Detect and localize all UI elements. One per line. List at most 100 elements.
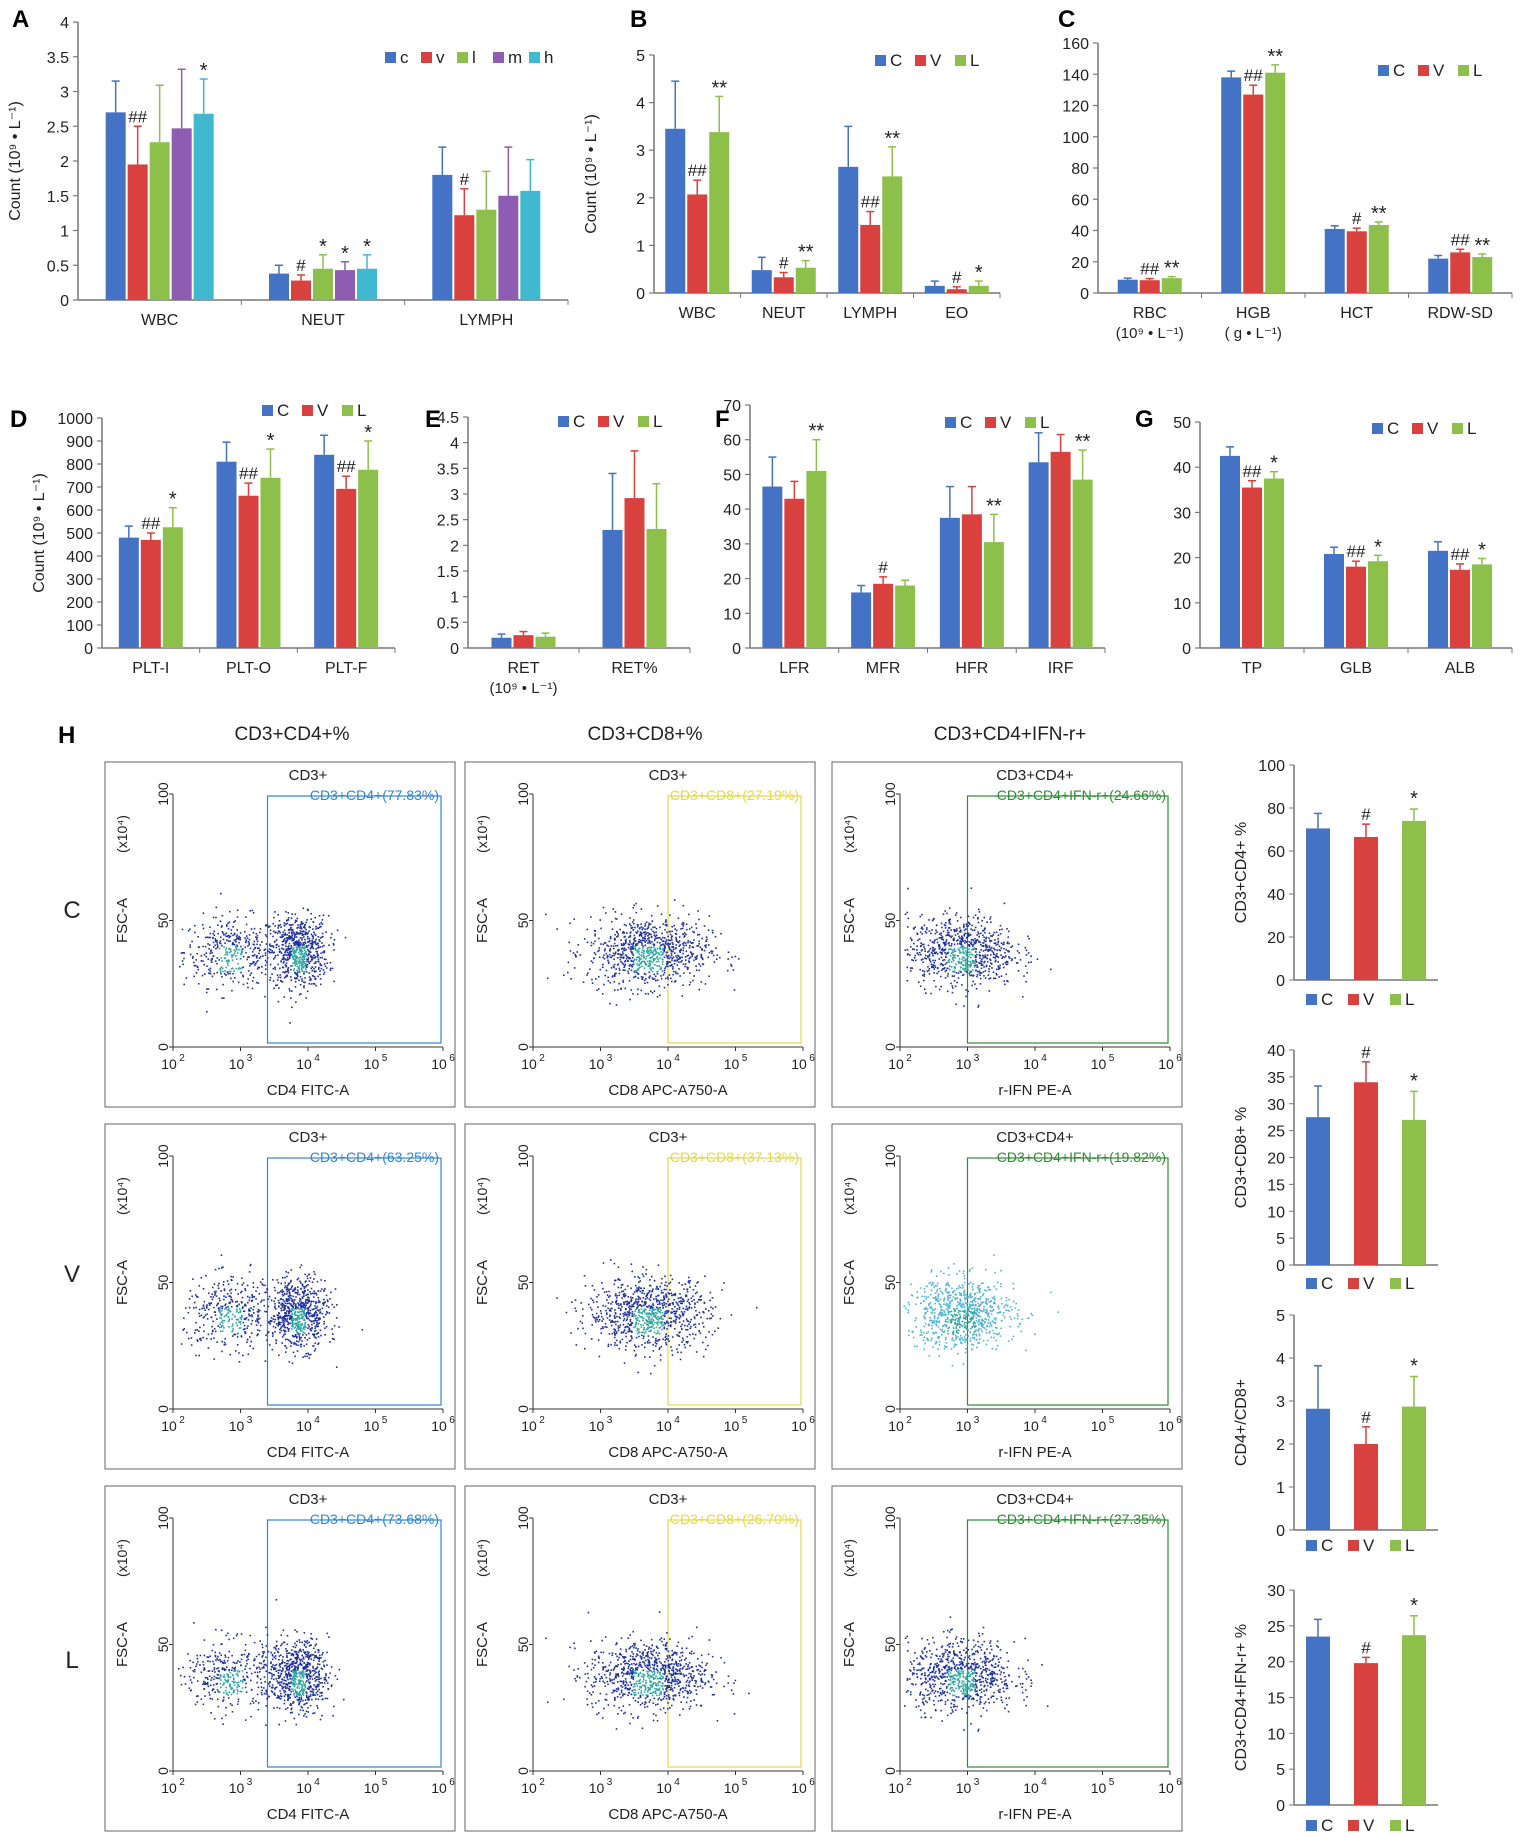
panel-label: E — [425, 406, 441, 433]
x-category-label: WBC — [679, 305, 716, 322]
flow-event-dot — [980, 964, 983, 967]
flow-event-dot — [295, 1323, 297, 1326]
flow-event-dot — [914, 954, 916, 957]
flow-event-dot — [618, 1294, 621, 1297]
flow-event-dot — [214, 1294, 216, 1296]
flow-event-dot — [699, 965, 702, 967]
flow-event-dot — [1015, 962, 1018, 964]
flow-event-dot — [627, 970, 629, 973]
flow-event-dot — [235, 947, 237, 949]
flow-x-tick-base: 10 — [888, 1056, 904, 1072]
legend-swatch-L — [1458, 65, 1469, 76]
flow-event-dot — [711, 1333, 714, 1336]
flow-event-dot — [316, 956, 319, 958]
flow-event-dot — [639, 1316, 642, 1318]
flow-event-dot — [651, 1321, 653, 1324]
flow-event-dot — [286, 922, 289, 925]
flow-event-dot — [299, 1266, 302, 1269]
flow-event-dot — [220, 1321, 223, 1324]
flow-event-dot — [980, 932, 982, 935]
flow-event-dot — [214, 1268, 217, 1271]
flow-event-dot — [257, 1311, 260, 1313]
flow-event-dot — [658, 947, 661, 950]
flow-event-dot — [300, 1305, 303, 1308]
flow-event-dot — [198, 1285, 201, 1287]
flow-event-dot — [574, 953, 576, 956]
flow-event-dot — [235, 955, 237, 957]
flow-event-dot — [293, 953, 296, 956]
flow-event-dot — [954, 934, 957, 936]
flow-event-dot — [705, 940, 707, 943]
flow-event-dot — [641, 965, 643, 968]
flow-event-dot — [299, 1325, 302, 1328]
flow-event-dot — [607, 962, 610, 964]
flow-event-dot — [326, 1312, 329, 1314]
flow-event-dot — [716, 954, 719, 956]
flow-event-dot — [242, 948, 244, 950]
flow-event-dot — [618, 982, 620, 985]
flow-event-dot — [583, 938, 586, 940]
flow-event-dot — [297, 1311, 300, 1314]
y-tick-label: 0 — [1276, 973, 1285, 990]
flow-event-dot — [637, 988, 639, 991]
flow-event-dot — [272, 1332, 274, 1335]
flow-event-dot — [996, 973, 998, 976]
flow-event-dot — [632, 948, 635, 950]
flow-event-dot — [244, 930, 246, 933]
legend-swatch-V — [598, 416, 609, 427]
flow-event-dot — [648, 922, 651, 925]
flow-event-dot — [682, 947, 685, 949]
flow-event-dot — [948, 948, 950, 951]
flow-event-dot — [601, 993, 604, 995]
flow-event-dot — [302, 1327, 305, 1329]
flow-event-dot — [633, 938, 635, 941]
flow-event-dot — [689, 1327, 692, 1330]
flow-event-dot — [285, 949, 287, 952]
flow-event-dot — [306, 933, 309, 935]
flow-event-dot — [228, 1318, 231, 1320]
flow-event-dot — [654, 958, 656, 960]
flow-event-dot — [257, 982, 260, 984]
flow-event-dot — [1028, 937, 1030, 940]
flow-event-dot — [256, 1333, 259, 1336]
flow-event-dot — [232, 1276, 234, 1278]
flow-event-dot — [255, 932, 258, 935]
flow-event-dot — [629, 998, 631, 1001]
flow-event-dot — [220, 926, 223, 928]
flow-event-dot — [307, 1293, 309, 1296]
flow-event-dot — [648, 953, 651, 956]
flow-event-dot — [623, 947, 626, 950]
flow-event-dot — [710, 950, 712, 952]
flow-event-dot — [249, 1264, 252, 1267]
flow-event-dot — [642, 927, 644, 929]
flow-y-tick-label: 0 — [882, 1043, 898, 1051]
flow-event-dot — [658, 936, 661, 939]
flow-event-dot — [220, 1313, 222, 1316]
flow-event-dot — [590, 960, 593, 962]
flow-event-dot — [201, 1307, 203, 1310]
flow-event-dot — [921, 948, 924, 951]
flow-event-dot — [281, 1293, 284, 1296]
flow-event-dot — [303, 1345, 305, 1347]
flow-event-dot — [623, 949, 625, 951]
flow-event-dot — [640, 923, 642, 925]
flow-event-dot — [208, 1292, 210, 1295]
flow-event-dot — [947, 967, 950, 970]
flow-event-dot — [952, 938, 955, 940]
flow-event-dot — [256, 1310, 259, 1313]
flow-event-dot — [296, 1306, 299, 1309]
flow-event-dot — [921, 969, 924, 972]
flow-event-dot — [303, 957, 306, 959]
flow-event-dot — [657, 960, 660, 963]
flow-event-dot — [248, 956, 250, 958]
flow-event-dot — [964, 950, 967, 952]
flow-event-dot — [304, 1337, 306, 1339]
flow-event-dot — [609, 1259, 612, 1261]
flow-event-dot — [947, 934, 950, 936]
flow-event-dot — [655, 1306, 658, 1309]
flow-event-dot — [316, 1332, 319, 1335]
flow-event-dot — [300, 1304, 303, 1307]
flow-event-dot — [670, 977, 672, 980]
flow-event-dot — [284, 964, 287, 966]
